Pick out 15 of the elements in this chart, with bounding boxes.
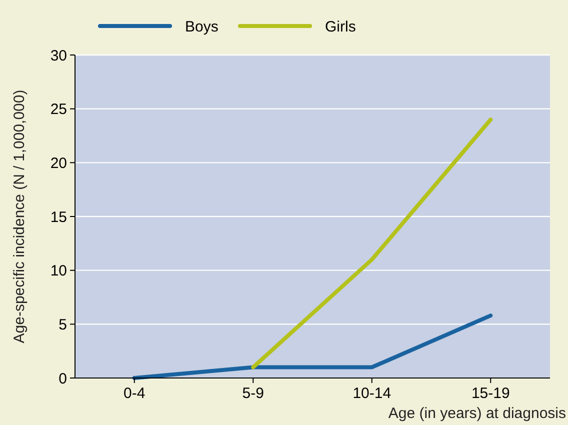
y-tick-label: 20 <box>50 154 67 172</box>
y-tick-label: 30 <box>50 47 67 64</box>
y-tick-label: 15 <box>50 208 67 226</box>
y-tick-label: 10 <box>50 262 67 280</box>
legend-label: Boys <box>185 18 218 36</box>
x-tick-label: 10-14 <box>352 385 392 402</box>
y-tick-label: 0 <box>58 370 67 388</box>
y-tick-label: 5 <box>58 316 67 334</box>
y-axis-title: Age-specific incidence (N / 1,000,000) <box>11 90 28 344</box>
x-axis-title: Age (in years) at diagnosis <box>388 405 566 422</box>
legend-label: Girls <box>325 18 356 36</box>
x-tick-label: 5-9 <box>242 385 264 402</box>
x-tick-label: 0-4 <box>124 385 146 402</box>
x-tick-label: 15-19 <box>471 385 510 402</box>
y-tick-label: 25 <box>50 101 67 118</box>
